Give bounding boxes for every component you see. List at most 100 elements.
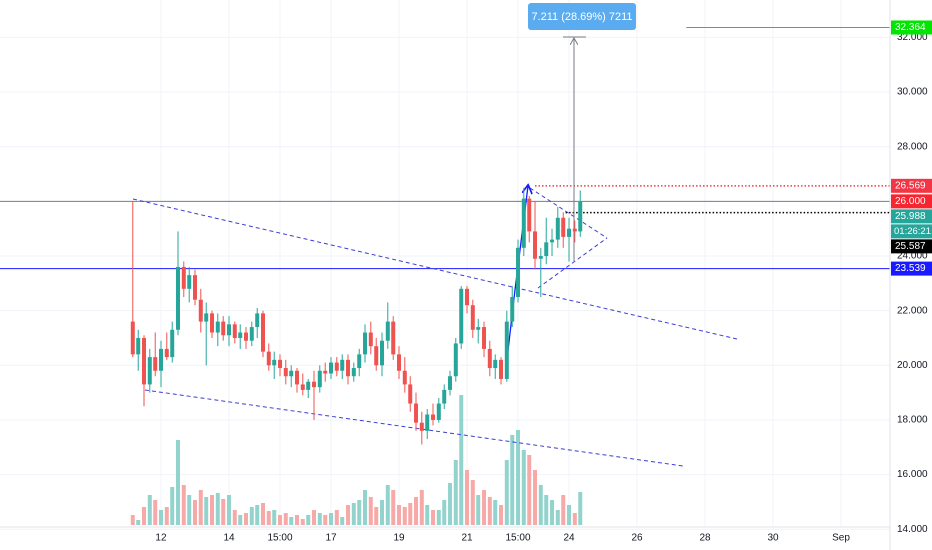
candle-body <box>504 321 509 379</box>
x-tick-label: 17 <box>325 533 337 544</box>
candle-body <box>346 359 351 377</box>
candle-body <box>459 288 464 344</box>
countdown: 01:26:21 <box>894 226 931 237</box>
volume-bar <box>181 485 186 525</box>
volume-bar <box>238 515 243 525</box>
x-tick-label: 24 <box>563 533 575 544</box>
volume-bar <box>141 507 146 525</box>
volume-bar <box>130 515 135 525</box>
volume-bar <box>567 505 572 525</box>
volume-bar <box>215 493 220 525</box>
candle-body <box>493 359 498 369</box>
volume-bar <box>317 513 322 525</box>
candle-body <box>408 384 413 404</box>
x-tick-label: 14 <box>223 533 235 544</box>
candle-body <box>232 324 237 338</box>
volume-bar <box>533 470 538 525</box>
volume-bar <box>442 500 447 525</box>
volume-bar <box>227 495 232 525</box>
trend-line <box>144 389 684 467</box>
candle-body <box>255 313 260 328</box>
candle-body <box>436 403 441 420</box>
candle-body <box>238 332 243 338</box>
price-lines <box>0 26 890 270</box>
candle-body <box>572 228 577 232</box>
candle-body <box>249 327 254 341</box>
candle-body <box>555 217 560 240</box>
volume-bar <box>158 510 163 525</box>
candle-body <box>170 329 175 358</box>
candle-body <box>136 337 141 355</box>
candle-body <box>158 348 163 371</box>
candle-body <box>374 346 379 366</box>
candle-body <box>561 217 566 237</box>
candle-body <box>550 239 555 243</box>
volume-bar <box>425 505 430 525</box>
candle-body <box>527 198 532 232</box>
volume-bar <box>283 513 288 525</box>
x-tick-label: 26 <box>631 533 643 544</box>
candle-body <box>289 370 294 377</box>
axis-labels: 14.000 16.000 18.000 20.000 22.000 24.000 26.0… <box>155 20 932 544</box>
candle-body <box>164 348 169 358</box>
candle-body <box>153 357 158 371</box>
volume-bar <box>368 497 373 525</box>
volume-bar <box>527 455 532 525</box>
trend-line <box>132 198 738 340</box>
volume-bar <box>465 470 470 525</box>
y-tick-label: 16.000 <box>897 469 928 480</box>
volume-bar <box>538 485 543 525</box>
volume-bar <box>476 495 481 525</box>
volume-bar <box>521 450 526 525</box>
candle-body <box>567 228 572 237</box>
x-tick-label: 12 <box>155 533 167 544</box>
candle-body <box>317 370 322 388</box>
candle-body <box>141 337 146 385</box>
volume-bar <box>408 503 413 525</box>
price-label: 26.000 <box>895 196 926 207</box>
volume-bar <box>374 507 379 525</box>
volume-bar <box>499 505 504 525</box>
candle-body <box>380 340 385 366</box>
volume-bar <box>470 480 475 525</box>
candle-body <box>329 362 334 374</box>
volume-bar <box>204 497 209 525</box>
volume-bar <box>187 495 192 525</box>
volume-bar <box>487 497 492 525</box>
candle-body <box>476 327 481 330</box>
candle-body <box>147 357 152 385</box>
candle-body <box>533 231 538 259</box>
price-label-box <box>891 239 932 254</box>
y-tick-label: 30.000 <box>897 87 928 98</box>
drawings: 7.211 (28.69%) 7211 <box>132 3 738 467</box>
candle-body <box>482 327 487 349</box>
volume-bar <box>193 500 198 525</box>
candle-body <box>397 354 402 371</box>
countdown-box <box>891 224 932 239</box>
volume-bar <box>340 517 345 525</box>
y-tick-label: 18.000 <box>897 415 928 426</box>
volume-bar <box>153 500 158 525</box>
volume-bar <box>482 490 487 525</box>
candle-body <box>272 359 277 366</box>
volume-bar <box>334 510 339 525</box>
x-tick-label: 19 <box>393 533 405 544</box>
candle-body <box>499 359 504 379</box>
candle-body <box>419 422 424 431</box>
x-tick-label: 15:00 <box>267 533 292 544</box>
volume-bar <box>510 435 515 525</box>
volume-bar <box>357 500 362 525</box>
candle-body <box>431 414 436 420</box>
volume-bar <box>164 507 169 525</box>
candle-body <box>363 332 368 355</box>
candle-body <box>414 403 419 423</box>
volume-bar <box>380 500 385 525</box>
price-label: 32.364 <box>895 22 926 33</box>
volume-bar <box>391 490 396 525</box>
volume-bar <box>453 460 458 525</box>
price-label: 25.587 <box>895 241 926 252</box>
candle-body <box>510 296 515 322</box>
candle-body <box>312 381 317 388</box>
x-tick-label: Sep <box>832 533 850 544</box>
